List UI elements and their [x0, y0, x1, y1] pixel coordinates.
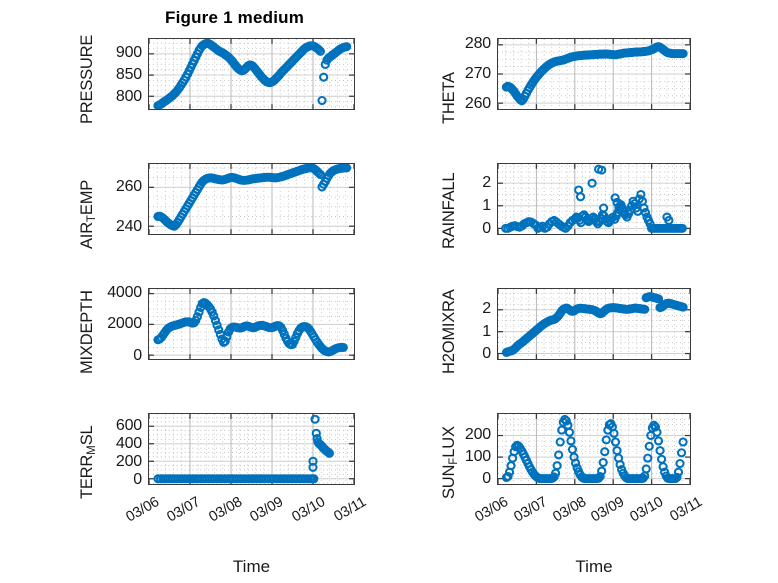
ylabel-subscript: T	[86, 215, 99, 223]
axes-box-air_temp	[148, 163, 355, 235]
axes-box-pressure	[148, 38, 355, 110]
xlabel-6: Time	[232, 557, 271, 576]
ylabel-rainfall: RAINFALL	[440, 172, 458, 249]
ytick-label-theta-2: 280	[464, 35, 491, 52]
ylabel-theta: THETA	[440, 72, 458, 124]
ytick-label-h2omixra-1: 1	[482, 322, 491, 340]
ylabel-base: TERR	[78, 454, 96, 499]
ylabel-sun_flux: SUNFLUX	[440, 426, 460, 499]
axes-box-sun_flux	[497, 413, 691, 485]
ytick-label-terr_msl-3: 600	[115, 416, 142, 434]
data-points-h2omixra	[501, 292, 688, 357]
figure-title: Figure 1 medium	[165, 8, 305, 27]
data-points-theta	[501, 42, 688, 106]
ytick-label-theta-0: 260	[464, 95, 491, 112]
subplot-rainfall	[497, 163, 691, 235]
ylabel-subscript: M	[86, 445, 99, 455]
ylabel-h2omixra: H2OMIXRA	[440, 289, 458, 374]
ytick-label-air_temp-0: 240	[115, 218, 142, 235]
data-points-rainfall	[501, 164, 687, 233]
ytick-label-mixdepth-0: 0	[133, 347, 142, 365]
subplot-sun_flux	[497, 413, 691, 485]
xtick-label-6-3: 03/09	[247, 494, 287, 526]
axes-box-mixdepth	[148, 288, 355, 360]
ytick-label-h2omixra-0: 0	[482, 345, 491, 363]
ylabel-base: AIR	[78, 222, 96, 249]
ytick-label-rainfall-1: 1	[482, 196, 491, 214]
ytick-label-terr_msl-2: 400	[115, 434, 142, 452]
ylabel-tail: SL	[78, 425, 96, 446]
data-points-mixdepth	[153, 298, 348, 357]
ylabel-tail: EMP	[78, 179, 96, 216]
ylabel-mixdepth: MIXDEPTH	[78, 290, 96, 374]
data-points-pressure	[153, 39, 352, 109]
ytick-label-terr_msl-0: 0	[133, 470, 142, 488]
ytick-label-pressure-0: 800	[115, 87, 142, 105]
subplot-mixdepth	[148, 288, 355, 360]
ytick-label-pressure-2: 900	[115, 44, 142, 62]
ytick-label-sun_flux-0: 0	[482, 470, 491, 488]
subplot-pressure	[148, 38, 355, 110]
xtick-label-6-1: 03/07	[164, 494, 204, 526]
ytick-label-pressure-1: 850	[115, 66, 142, 84]
ytick-label-h2omixra-2: 2	[482, 300, 491, 318]
ylabel-terr_msl: TERRMSL	[78, 425, 98, 499]
axes-box-rainfall	[497, 163, 691, 235]
ylabel-subscript: F	[448, 457, 461, 465]
subplot-air_temp	[148, 163, 355, 235]
grid-rainfall	[498, 164, 690, 234]
axes-box-theta	[497, 38, 691, 110]
grid-mixdepth	[149, 289, 354, 359]
data-points-terr_msl	[153, 414, 335, 484]
ylabel-air_temp: AIRTEMP	[78, 180, 98, 249]
data-points-air_temp	[153, 164, 352, 231]
xlabel-7: Time	[575, 557, 613, 576]
ylabel-pressure: PRESSURE	[78, 34, 96, 124]
axes-box-h2omixra	[497, 288, 691, 360]
ytick-label-rainfall-2: 2	[482, 173, 491, 191]
ylabel-base: SUN	[440, 464, 458, 499]
ylabel-tail: LUX	[440, 426, 458, 458]
ytick-label-mixdepth-2: 4000	[107, 283, 142, 301]
ytick-label-mixdepth-1: 2000	[107, 315, 142, 333]
subplot-terr_msl	[148, 413, 355, 485]
ytick-label-air_temp-1: 260	[115, 178, 142, 195]
ytick-label-theta-1: 270	[464, 65, 491, 82]
subplot-theta	[497, 38, 691, 110]
ytick-label-sun_flux-2: 200	[464, 426, 491, 444]
subplot-h2omixra	[497, 288, 691, 360]
ytick-label-terr_msl-1: 200	[115, 452, 142, 470]
ytick-label-sun_flux-1: 100	[464, 448, 491, 466]
ytick-label-rainfall-0: 0	[482, 220, 491, 238]
axes-box-terr_msl	[148, 413, 355, 485]
data-points-sun_flux	[501, 414, 688, 484]
